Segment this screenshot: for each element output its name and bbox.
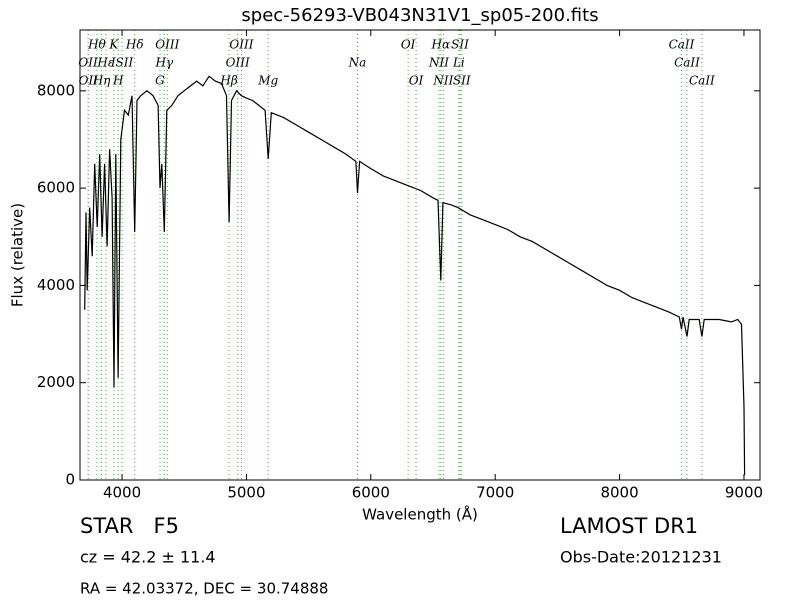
x-tick-label: 5000: [227, 484, 265, 502]
plot-frame: [79, 29, 761, 481]
x-tick-label: 4000: [103, 484, 141, 502]
chart-title: spec-56293-VB043N31V1_sp05-200.fits: [241, 5, 598, 26]
spectral-line-label: CaII: [669, 38, 695, 52]
redshift: cz = 42.2 ± 11.4: [80, 548, 216, 567]
y-axis-label: Flux (relative): [9, 203, 27, 307]
spectral-line-label: OI: [409, 74, 424, 88]
spectral-line-label: Hε: [96, 56, 114, 70]
spectral-line-label: H: [112, 74, 124, 88]
x-tick-label: 9000: [725, 484, 763, 502]
x-axis-label: Wavelength (Å): [362, 505, 478, 524]
spectral-line-label: OII: [79, 74, 99, 88]
y-tick-label: 0: [65, 471, 75, 489]
spectral-line-label: CaII: [689, 74, 715, 88]
spectral-line-label: ISII: [110, 56, 134, 70]
x-tick-label: 8000: [600, 484, 638, 502]
object-class: STAR F5: [80, 514, 179, 538]
spectral-line-label: SII: [451, 38, 469, 52]
spectrum-line: [84, 75, 746, 476]
x-tick-label: 6000: [352, 484, 390, 502]
y-tick-label: 2000: [37, 373, 75, 391]
spectral-line-label: OI: [401, 38, 416, 52]
y-tick-label: 8000: [37, 81, 75, 99]
spectral-line-label: Hα: [431, 38, 451, 52]
spectral-line-label: Hη: [92, 74, 111, 88]
spectral-line-label: Na: [348, 56, 367, 70]
spectral-line-label: OIII: [229, 38, 253, 52]
obs-date: Obs-Date:20121231: [560, 548, 722, 567]
spectral-line-label: OIII: [155, 38, 179, 52]
spectral-line-label: SII: [453, 74, 471, 88]
spectral-line-label: Hβ: [219, 74, 237, 88]
spectral-line-label: Li: [452, 56, 465, 70]
spectral-line-label: Hδ: [125, 38, 144, 52]
spectral-line-label: G: [155, 74, 165, 88]
spectral-line-label: Mg: [257, 74, 278, 88]
spectral-line-label: Hθ: [87, 38, 106, 52]
coordinates: RA = 42.03372, DEC = 30.74888: [80, 580, 328, 598]
spectral-line-label: NII: [428, 56, 449, 70]
spectral-line-label: Hγ: [155, 56, 174, 70]
survey: LAMOST DR1: [560, 514, 698, 538]
y-tick-label: 6000: [37, 179, 75, 197]
spectral-line-label: OIII: [226, 56, 250, 70]
spectral-line-label: CaII: [674, 56, 700, 70]
spectral-line-label: K: [108, 38, 119, 52]
x-tick-label: 7000: [476, 484, 514, 502]
y-tick-label: 4000: [37, 276, 75, 294]
spectral-line-label: NII: [432, 74, 453, 88]
